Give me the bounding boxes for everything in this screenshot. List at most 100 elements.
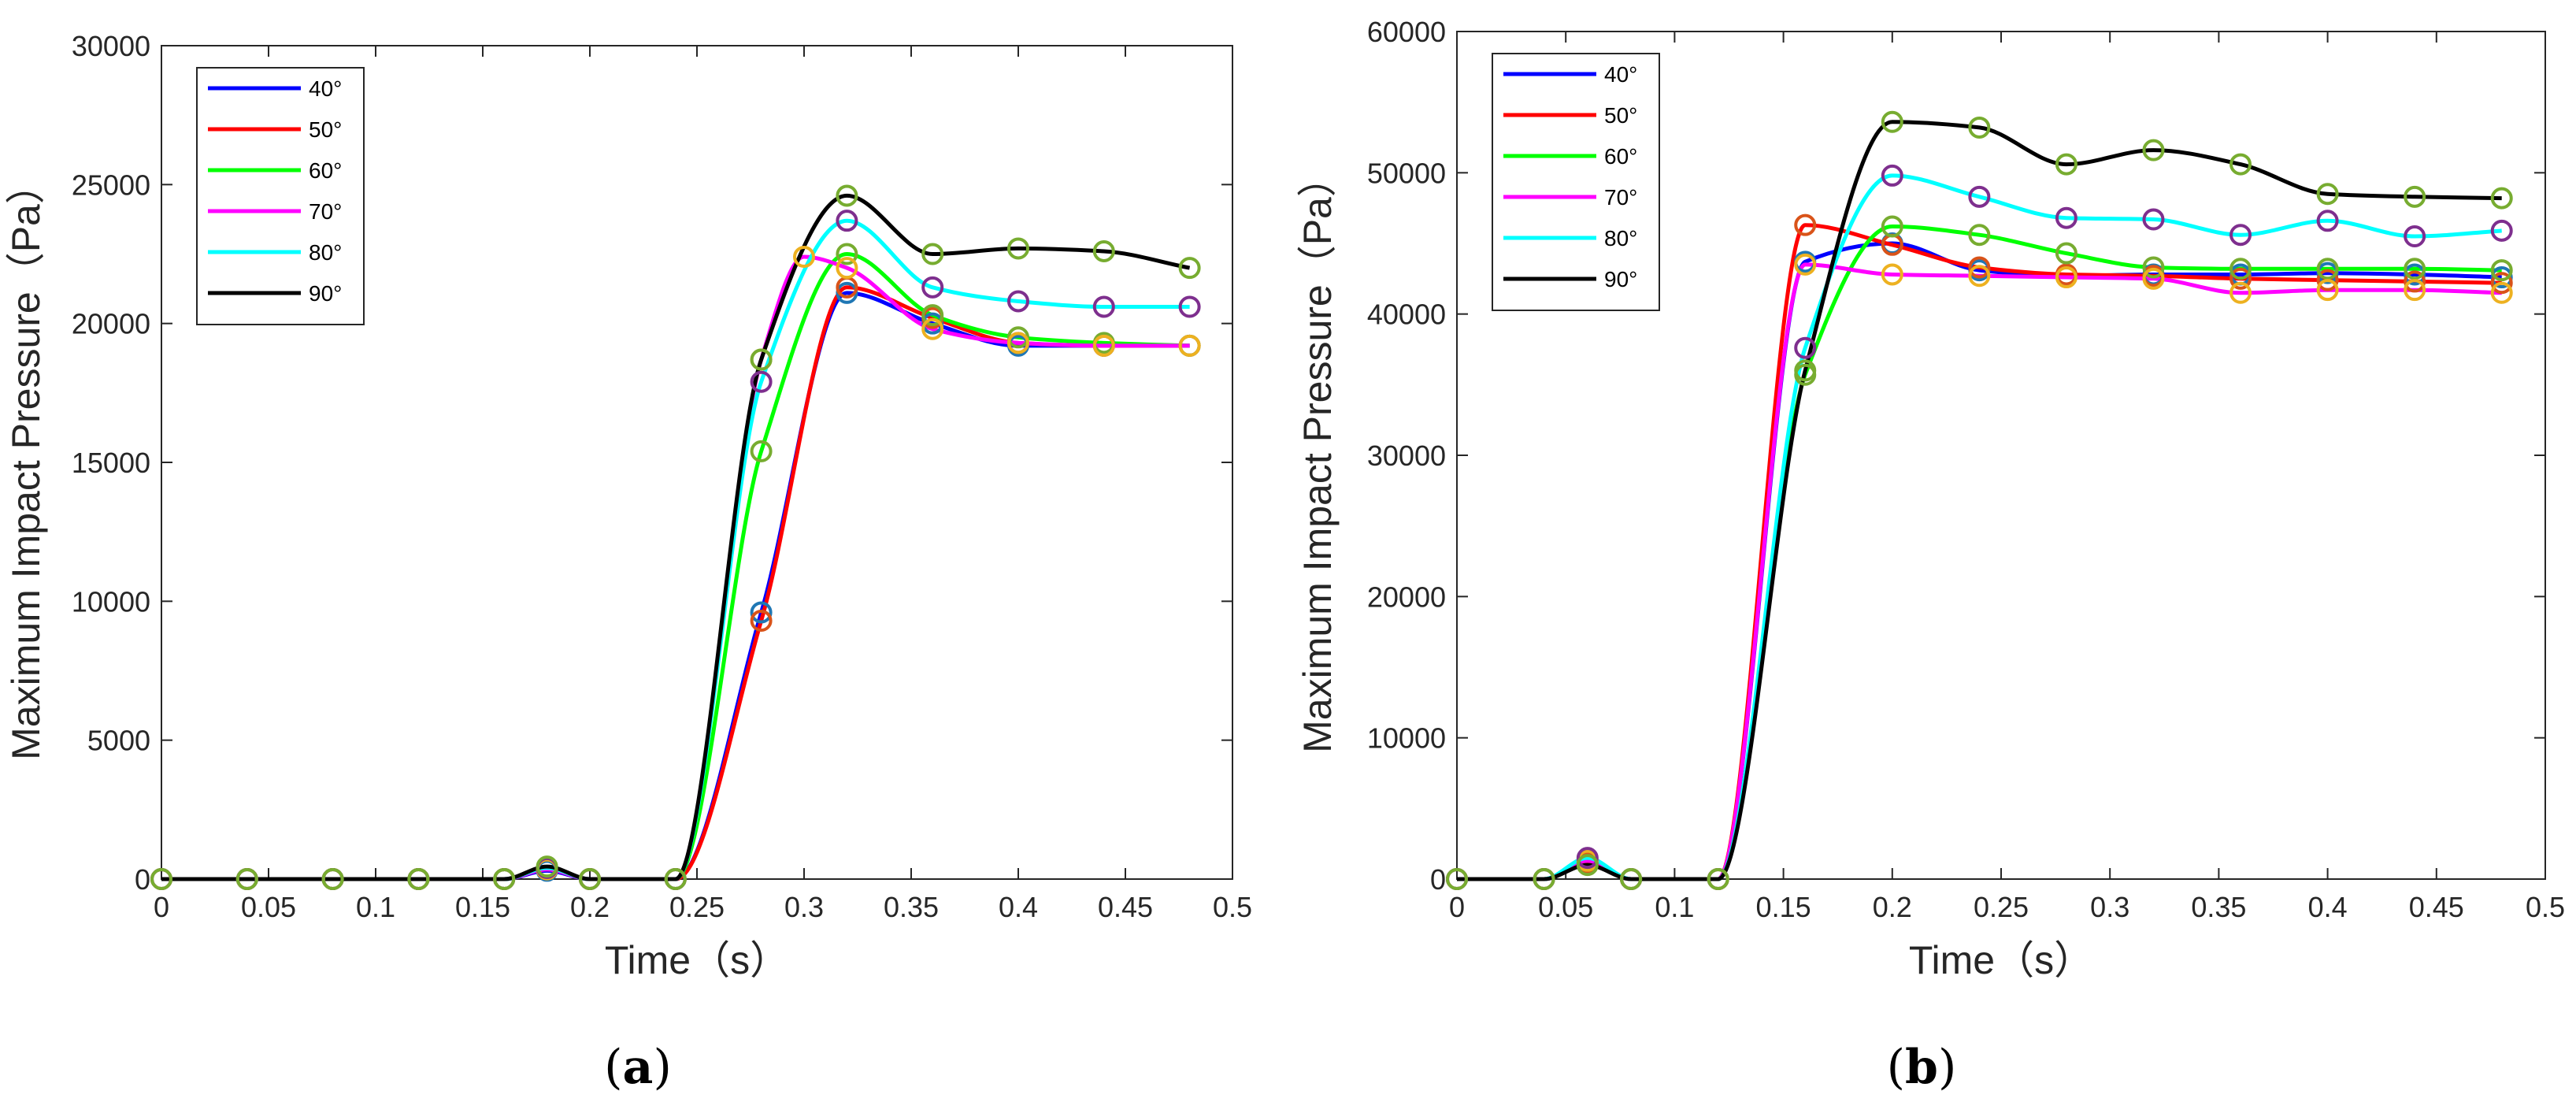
data-point xyxy=(2229,153,2252,176)
y-tick-label: 0 xyxy=(1430,863,1446,896)
x-tick-label: 0.5 xyxy=(1213,891,1252,923)
data-point xyxy=(1092,334,1115,357)
caption-paren-open: ( xyxy=(1887,1040,1905,1095)
x-tick-label: 0.5 xyxy=(2526,891,2565,923)
data-point xyxy=(2229,267,2252,290)
data-point xyxy=(836,210,858,232)
data-point xyxy=(1794,213,1817,236)
data-point xyxy=(1178,257,1201,280)
y-tick-label: 20000 xyxy=(1367,581,1446,613)
data-point xyxy=(1881,110,1903,133)
legend-box xyxy=(1492,53,1660,311)
y-tick-label: 25000 xyxy=(72,169,150,201)
chart-panel-b: 0 0.05 0.1 0.15 0.2 0.25 0.3 0.35 0.4 0.45 0.5 0 100… xyxy=(1295,16,2565,1095)
data-point xyxy=(2404,185,2426,208)
data-point xyxy=(1178,334,1201,357)
caption-paren-close: ) xyxy=(1938,1040,1956,1095)
data-point xyxy=(2490,281,2513,304)
caption-letter: a xyxy=(623,1040,654,1095)
data-point xyxy=(1881,263,1903,286)
data-point xyxy=(750,348,773,371)
data-point xyxy=(1620,868,1643,890)
data-point xyxy=(2055,266,2077,289)
y-tick-label: 60000 xyxy=(1367,16,1446,48)
y-tick-label: 5000 xyxy=(87,725,150,757)
data-point xyxy=(793,246,815,269)
data-point xyxy=(1968,116,1991,139)
x-tick-label: 0.45 xyxy=(1098,891,1153,923)
data-point xyxy=(1007,290,1029,313)
data-point xyxy=(2490,259,2513,282)
data-point xyxy=(2404,270,2426,293)
x-tick-label: 0.45 xyxy=(2409,891,2464,923)
y-tick-label: 30000 xyxy=(1367,440,1446,472)
y-tick-label: 10000 xyxy=(72,585,150,618)
data-point xyxy=(2316,279,2339,302)
data-point xyxy=(2229,258,2252,280)
legend-label: 50° xyxy=(309,117,342,142)
legend-label: 40° xyxy=(1604,62,1637,87)
data-point xyxy=(2316,258,2339,280)
y-tick-label: 15000 xyxy=(72,447,150,479)
data-point xyxy=(664,868,687,890)
x-tick-label: 0.15 xyxy=(455,891,510,923)
data-point xyxy=(750,610,773,633)
data-point xyxy=(2404,258,2426,280)
data-point xyxy=(2316,269,2339,291)
y-tick-label: 30000 xyxy=(72,30,150,62)
data-point xyxy=(836,257,858,280)
y-tick-label: 40000 xyxy=(1367,299,1446,331)
data-point xyxy=(2490,187,2513,210)
data-point xyxy=(1881,215,1903,238)
x-tick-label: 0.25 xyxy=(669,891,725,923)
x-axis-label: Time（s） xyxy=(605,938,789,982)
data-point xyxy=(1881,164,1903,187)
data-point xyxy=(1794,253,1817,276)
data-point xyxy=(2490,272,2513,295)
y-tick-label: 10000 xyxy=(1367,722,1446,755)
data-point xyxy=(2404,225,2426,248)
data-point xyxy=(2404,279,2426,302)
data-point xyxy=(493,868,516,890)
data-point xyxy=(1968,256,1991,279)
x-tick-label: 0.1 xyxy=(356,891,395,923)
x-tick-label: 0.2 xyxy=(570,891,610,923)
x-tick-label: 0.35 xyxy=(884,891,939,923)
x-tick-label: 0.05 xyxy=(1538,891,1593,923)
data-point xyxy=(921,317,944,340)
legend-label: 50° xyxy=(1604,103,1637,128)
data-point xyxy=(921,276,944,299)
x-tick-label: 0.3 xyxy=(784,891,824,923)
data-point xyxy=(1092,239,1115,262)
series-line-90deg xyxy=(161,193,1191,881)
x-tick-label: 0.15 xyxy=(1756,891,1811,923)
data-point xyxy=(1576,854,1599,877)
data-point xyxy=(1968,185,1991,208)
data-point xyxy=(836,243,858,265)
legend-label: 90° xyxy=(309,281,342,306)
data-point xyxy=(1092,295,1115,318)
legend-label: 70° xyxy=(1604,185,1637,210)
panel-caption: (a) xyxy=(604,1040,672,1095)
data-point xyxy=(2142,256,2165,279)
data-point xyxy=(1707,868,1729,890)
x-tick-label: 0.35 xyxy=(2191,891,2246,923)
data-point xyxy=(2055,242,2077,265)
data-point xyxy=(1576,847,1599,870)
data-point xyxy=(536,855,558,878)
legend-label: 40° xyxy=(309,76,342,101)
data-point xyxy=(2316,183,2339,206)
data-point xyxy=(407,868,430,890)
data-point xyxy=(2142,208,2165,231)
data-point xyxy=(1007,332,1029,354)
x-tick-label: 0 xyxy=(154,891,169,923)
data-point xyxy=(235,868,258,890)
legend-label: 80° xyxy=(1604,226,1637,250)
data-point xyxy=(2055,153,2077,176)
y-tick-label: 0 xyxy=(135,863,150,896)
data-point xyxy=(750,440,773,462)
series-line-90deg xyxy=(1457,120,2502,881)
x-tick-label: 0 xyxy=(1449,891,1465,923)
data-point xyxy=(1178,295,1201,318)
